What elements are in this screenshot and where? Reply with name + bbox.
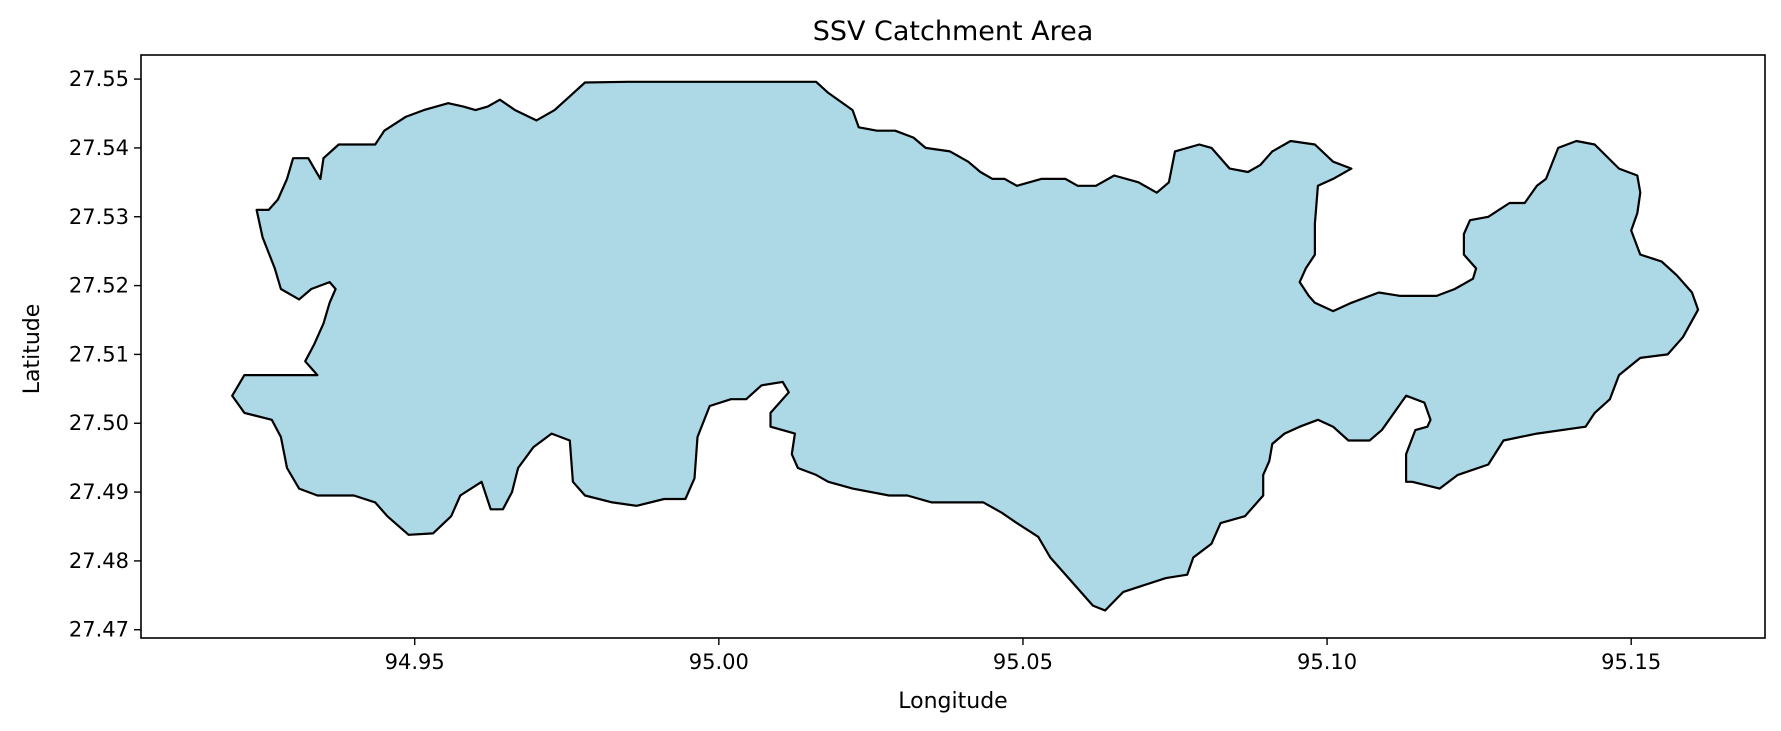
x-tick-label: 95.05 — [993, 650, 1053, 674]
y-tick-label: 27.49 — [69, 480, 129, 504]
x-axis: 94.95 95.00 95.05 95.10 95.15 — [385, 638, 1661, 674]
y-tick-label: 27.55 — [69, 67, 129, 91]
y-tick-label: 27.53 — [69, 205, 129, 229]
x-axis-label: Longitude — [898, 689, 1007, 714]
x-tick-label: 95.15 — [1601, 650, 1661, 674]
catchment-polygon — [231, 80, 1700, 612]
y-tick-label: 27.52 — [69, 274, 129, 298]
y-tick-label: 27.54 — [69, 136, 129, 160]
y-tick-label: 27.48 — [69, 549, 129, 573]
x-tick-label: 95.10 — [1297, 650, 1357, 674]
y-tick-label: 27.50 — [69, 411, 129, 435]
y-tick-label: 27.47 — [69, 618, 129, 642]
y-axis-label: Latitude — [20, 304, 45, 395]
y-tick-label: 27.51 — [69, 342, 129, 366]
x-tick-label: 94.95 — [385, 650, 445, 674]
catchment-layer — [231, 80, 1700, 612]
x-tick-label: 95.00 — [689, 650, 749, 674]
y-axis: 27.55 27.54 27.53 27.52 27.51 27.50 27.49 27.48… — [69, 67, 141, 642]
map-title: SSV Catchment Area — [813, 16, 1094, 47]
plot-frame — [140, 54, 1766, 639]
